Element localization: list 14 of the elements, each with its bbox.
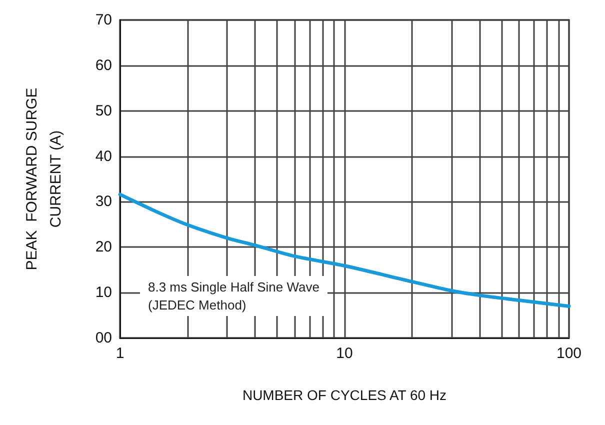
y-tick-label: 50 (95, 102, 112, 120)
y-tick-label: 10 (95, 284, 112, 302)
x-tick-label: 100 (556, 345, 582, 362)
y-axis-title: PEAK FORWARD SURGE CURRENT (A) (24, 88, 64, 270)
y-tick-label: 00 (95, 330, 112, 346)
x-tick-label: 10 (336, 345, 353, 362)
annotation: 8.3 ms Single Half Sine Wave (JEDEC Method) (148, 280, 320, 312)
y-tick-label: 70 (95, 12, 112, 28)
x-axis-title: NUMBER OF CYCLES AT 60 Hz (242, 387, 447, 403)
y-tick-label: 30 (95, 193, 112, 210)
y-tick-label: 60 (95, 56, 112, 74)
x-tick-label: 1 (116, 345, 124, 362)
y-tick-label: 40 (95, 148, 112, 165)
y-tick-label: 20 (95, 238, 112, 256)
